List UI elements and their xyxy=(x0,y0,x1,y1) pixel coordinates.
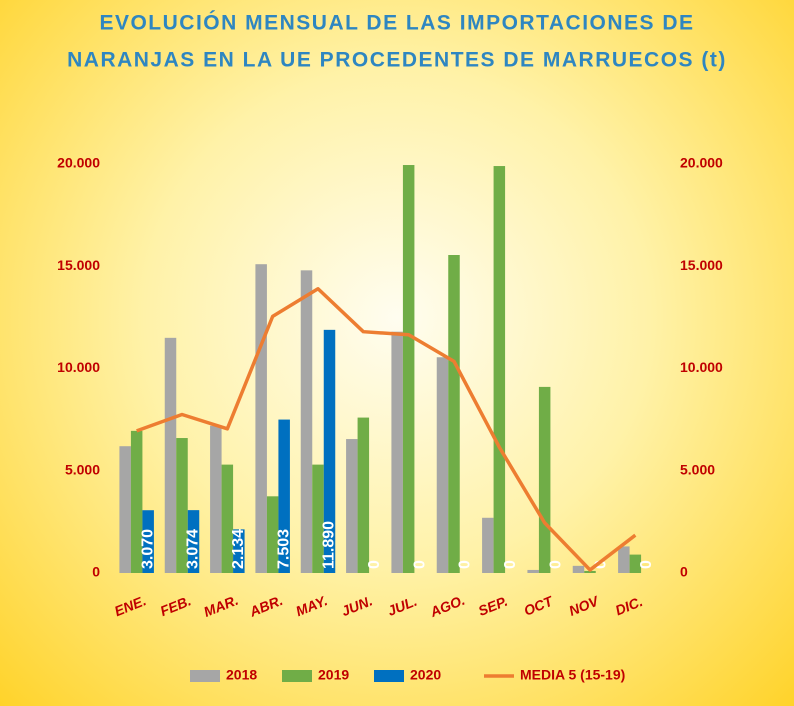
bar xyxy=(527,569,539,573)
legend-label: 2018 xyxy=(226,667,257,683)
bar xyxy=(119,446,131,573)
legend-label: 2019 xyxy=(318,667,349,683)
data-label: 0 xyxy=(411,560,428,569)
data-label: 0 xyxy=(638,560,655,569)
bar xyxy=(300,270,313,573)
bar xyxy=(187,510,200,573)
bar xyxy=(482,517,494,573)
data-label: 0 xyxy=(593,560,610,569)
legend-label: MEDIA 5 (15-19) xyxy=(520,667,625,683)
x-tick-label: AGO. xyxy=(427,592,467,621)
bar xyxy=(629,554,642,573)
x-tick-label: ENE. xyxy=(112,592,148,619)
y2-tick-label: 0 xyxy=(680,564,688,580)
x-tick-label: SEP. xyxy=(476,593,510,619)
data-label: 2.134 xyxy=(230,529,247,569)
bar xyxy=(221,464,234,573)
bar xyxy=(357,417,370,573)
data-label: 0 xyxy=(366,560,383,569)
data-label: 7.503 xyxy=(275,529,292,569)
bar xyxy=(142,510,154,573)
legend-swatch xyxy=(282,670,312,682)
legend-swatch xyxy=(190,670,220,682)
data-label: 0 xyxy=(457,560,474,569)
bar xyxy=(584,570,596,573)
y2-tick-label: 15.000 xyxy=(680,257,723,273)
data-label: 0 xyxy=(547,560,564,569)
bar xyxy=(448,255,460,573)
bar xyxy=(436,357,449,573)
y2-tick-label: 5.000 xyxy=(680,461,715,477)
bar xyxy=(233,529,245,573)
bar xyxy=(255,264,267,573)
x-tick-label: MAR. xyxy=(201,592,240,620)
bar xyxy=(130,430,143,573)
x-tick-label: ABR. xyxy=(246,592,285,620)
bar xyxy=(323,329,336,573)
bar xyxy=(618,546,630,573)
data-label: 3.070 xyxy=(139,529,156,569)
x-tick-label: JUN. xyxy=(339,592,375,619)
x-tick-label: JUL. xyxy=(385,593,419,619)
bar xyxy=(266,496,279,573)
legend-label: 2020 xyxy=(410,667,441,683)
chart-title: EVOLUCIÓN MENSUAL DE LAS IMPORTACIONES D… xyxy=(99,11,694,35)
bar xyxy=(176,438,188,573)
y-tick-label: 0 xyxy=(92,564,100,580)
bar xyxy=(278,419,290,573)
bar xyxy=(164,337,177,573)
x-tick-label: NOV xyxy=(566,592,602,619)
y2-tick-label: 10.000 xyxy=(680,359,723,375)
bar xyxy=(312,464,324,573)
chart-title: NARANJAS EN LA UE PROCEDENTES DE MARRUEC… xyxy=(67,49,727,72)
bar xyxy=(346,439,358,573)
y-tick-label: 15.000 xyxy=(57,257,100,273)
data-label: 0 xyxy=(502,560,519,569)
bar xyxy=(538,386,551,573)
line xyxy=(136,286,637,572)
x-tick-label: MAY. xyxy=(293,592,329,619)
data-label: 11.890 xyxy=(321,521,338,569)
bar xyxy=(572,565,585,573)
data-label: 3.074 xyxy=(185,529,202,569)
bar xyxy=(493,166,506,574)
y2-tick-label: 20.000 xyxy=(680,155,723,171)
x-tick-label: OCT xyxy=(521,592,556,618)
y-tick-label: 20.000 xyxy=(57,155,100,171)
legend-swatch xyxy=(374,670,404,682)
y-tick-label: 5.000 xyxy=(65,461,100,477)
x-tick-label: DIC. xyxy=(613,593,645,618)
bar xyxy=(402,165,415,573)
bar xyxy=(210,425,222,573)
bar xyxy=(391,331,403,573)
x-tick-label: FEB. xyxy=(158,592,194,619)
y-tick-label: 10.000 xyxy=(57,359,100,375)
